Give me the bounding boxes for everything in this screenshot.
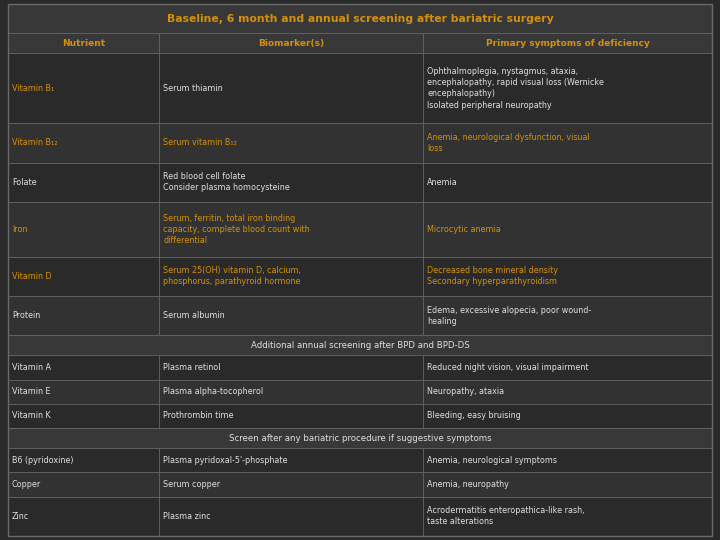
- Text: Serum 25(OH) vitamin D, calcium,
phosphorus, parathyroid hormone: Serum 25(OH) vitamin D, calcium, phospho…: [163, 266, 301, 286]
- Text: Serum thiamin: Serum thiamin: [163, 84, 223, 93]
- Text: Primary symptoms of deficiency: Primary symptoms of deficiency: [486, 39, 649, 48]
- Text: Anemia, neuropathy: Anemia, neuropathy: [428, 480, 509, 489]
- Text: Baseline, 6 month and annual screening after bariatric surgery: Baseline, 6 month and annual screening a…: [166, 14, 554, 24]
- Text: Serum copper: Serum copper: [163, 480, 220, 489]
- Bar: [159, 53, 423, 123]
- Bar: [159, 33, 423, 53]
- Bar: [8, 202, 159, 256]
- Bar: [423, 202, 712, 256]
- Bar: [8, 472, 159, 497]
- Bar: [159, 472, 423, 497]
- Text: Red blood cell folate
Consider plasma homocysteine: Red blood cell folate Consider plasma ho…: [163, 172, 290, 192]
- Bar: [159, 296, 423, 335]
- Text: Nutrient: Nutrient: [62, 39, 105, 48]
- Bar: [423, 33, 712, 53]
- Text: Anemia, neurological symptoms: Anemia, neurological symptoms: [428, 456, 557, 465]
- Text: Edema, excessive alopecia, poor wound-
healing: Edema, excessive alopecia, poor wound- h…: [428, 306, 592, 326]
- Text: Decreased bone mineral density
Secondary hyperparathyroidism: Decreased bone mineral density Secondary…: [428, 266, 559, 286]
- Text: Bleeding, easy bruising: Bleeding, easy bruising: [428, 411, 521, 421]
- Text: Anemia, neurological dysfunction, visual
loss: Anemia, neurological dysfunction, visual…: [428, 133, 590, 153]
- Bar: [159, 355, 423, 380]
- Text: Ophthalmoplegia, nystagmus, ataxia,
encephalopathy, rapid visual loss (Wernicke
: Ophthalmoplegia, nystagmus, ataxia, ence…: [428, 67, 604, 110]
- Bar: [423, 296, 712, 335]
- Text: Serum vitamin B₁₂: Serum vitamin B₁₂: [163, 138, 237, 147]
- Text: Protein: Protein: [12, 311, 40, 320]
- Bar: [8, 335, 712, 355]
- Bar: [8, 163, 159, 202]
- Bar: [423, 163, 712, 202]
- Bar: [159, 380, 423, 404]
- Text: B6 (pyridoxine): B6 (pyridoxine): [12, 456, 73, 465]
- Bar: [423, 123, 712, 163]
- Text: Additional annual screening after BPD and BPD-DS: Additional annual screening after BPD an…: [251, 341, 469, 350]
- Text: Acrodermatitis enteropathica-like rash,
taste alterations: Acrodermatitis enteropathica-like rash, …: [428, 507, 585, 526]
- Bar: [8, 4, 712, 33]
- Text: Screen after any bariatric procedure if suggestive symptoms: Screen after any bariatric procedure if …: [229, 434, 491, 443]
- Bar: [8, 428, 712, 448]
- Bar: [8, 256, 159, 296]
- Bar: [8, 380, 159, 404]
- Bar: [423, 404, 712, 428]
- Text: Reduced night vision, visual impairment: Reduced night vision, visual impairment: [428, 363, 589, 372]
- Text: Serum albumin: Serum albumin: [163, 311, 225, 320]
- Text: Copper: Copper: [12, 480, 41, 489]
- Bar: [8, 296, 159, 335]
- Text: Plasma alpha-tocopherol: Plasma alpha-tocopherol: [163, 387, 264, 396]
- Text: Vitamin B₁₂: Vitamin B₁₂: [12, 138, 58, 147]
- Bar: [8, 404, 159, 428]
- Bar: [423, 380, 712, 404]
- Bar: [423, 53, 712, 123]
- Bar: [8, 497, 159, 536]
- Text: Plasma retinol: Plasma retinol: [163, 363, 221, 372]
- Text: Vitamin E: Vitamin E: [12, 387, 50, 396]
- Bar: [423, 256, 712, 296]
- Bar: [159, 256, 423, 296]
- Bar: [423, 497, 712, 536]
- Bar: [8, 355, 159, 380]
- Text: Vitamin B₁: Vitamin B₁: [12, 84, 54, 93]
- Text: Vitamin A: Vitamin A: [12, 363, 51, 372]
- Text: Microcytic anemia: Microcytic anemia: [428, 225, 501, 234]
- Text: Zinc: Zinc: [12, 512, 30, 521]
- Text: Serum, ferritin, total iron binding
capacity, complete blood count with
differen: Serum, ferritin, total iron binding capa…: [163, 214, 310, 245]
- Bar: [8, 123, 159, 163]
- Text: Vitamin D: Vitamin D: [12, 272, 52, 281]
- Bar: [159, 123, 423, 163]
- Text: Plasma pyridoxal-5'-phosphate: Plasma pyridoxal-5'-phosphate: [163, 456, 288, 465]
- Bar: [423, 448, 712, 472]
- Bar: [8, 53, 159, 123]
- Bar: [159, 202, 423, 256]
- Text: Folate: Folate: [12, 178, 37, 187]
- Text: Neuropathy, ataxia: Neuropathy, ataxia: [428, 387, 505, 396]
- Text: Prothrombin time: Prothrombin time: [163, 411, 234, 421]
- Bar: [159, 163, 423, 202]
- Bar: [423, 355, 712, 380]
- Text: Biomarker(s): Biomarker(s): [258, 39, 325, 48]
- Text: Vitamin K: Vitamin K: [12, 411, 50, 421]
- Bar: [159, 497, 423, 536]
- Bar: [159, 448, 423, 472]
- Text: Plasma zinc: Plasma zinc: [163, 512, 211, 521]
- Bar: [159, 404, 423, 428]
- Bar: [423, 472, 712, 497]
- Bar: [8, 33, 159, 53]
- Bar: [8, 448, 159, 472]
- Text: Anemia: Anemia: [428, 178, 458, 187]
- Text: Iron: Iron: [12, 225, 27, 234]
